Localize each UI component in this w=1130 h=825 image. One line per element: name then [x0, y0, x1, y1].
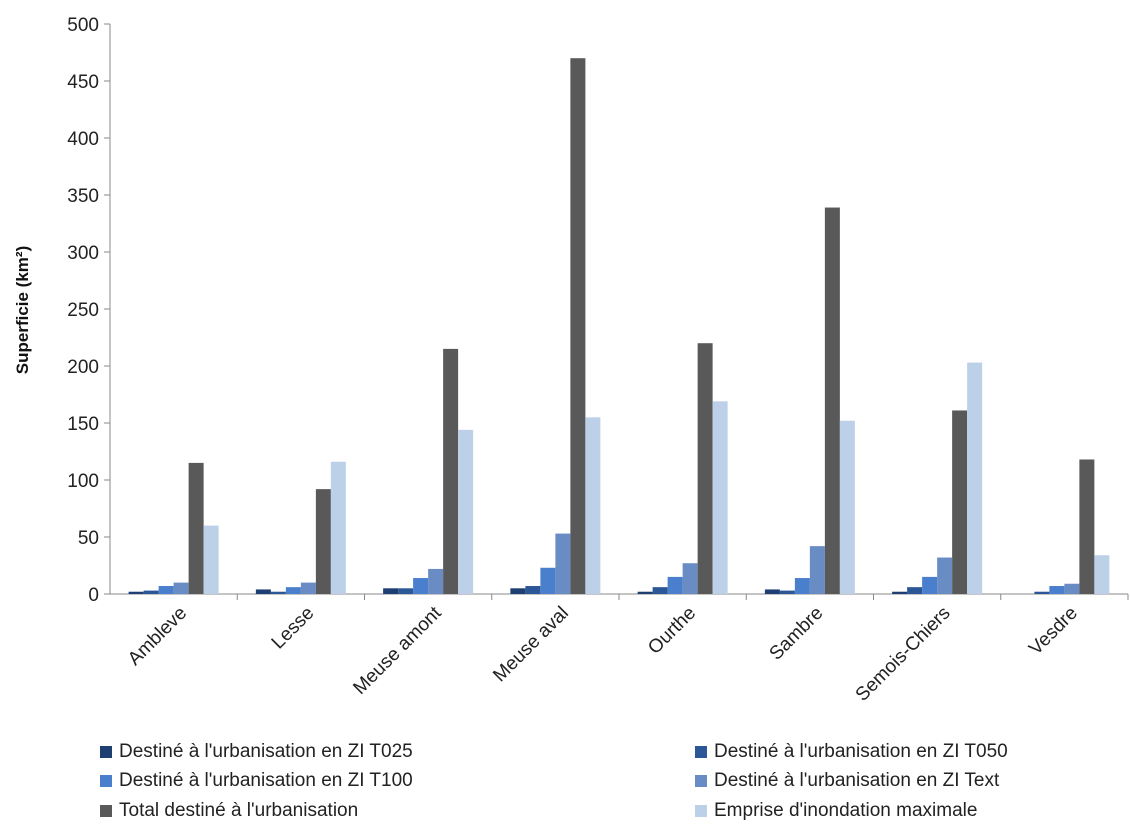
legend-label: Destiné à l'urbanisation en ZI T100	[119, 770, 413, 792]
bar-ourthe-s3	[667, 576, 683, 594]
legend-item: Destiné à l'urbanisation en ZI T025	[100, 738, 695, 765]
bar-lesse-s1	[255, 589, 271, 594]
bar-semois-chiers-s5	[952, 410, 968, 594]
bar-meuse-aval-s1	[510, 588, 526, 594]
legend-swatch	[695, 745, 707, 758]
legend-label: Total destiné à l'urbanisation	[119, 799, 359, 821]
x-tick-label: Vesdre	[1025, 603, 1082, 660]
bar-semois-chiers-s6	[967, 362, 983, 594]
bar-vesdre-s6	[1094, 555, 1110, 594]
bar-ambleve-s2	[143, 590, 159, 594]
bar-lesse-s2	[270, 591, 286, 594]
bar-lesse-s4	[300, 582, 316, 594]
bar-sambre-s3	[794, 578, 810, 594]
bar-ourthe-s5	[697, 343, 713, 594]
bar-meuse-aval-s5	[570, 58, 586, 594]
y-tick-label: 450	[67, 72, 99, 93]
bar-meuse-amont-s1	[383, 588, 399, 594]
y-tick-label: 500	[67, 15, 99, 36]
bar-ambleve-s6	[203, 525, 219, 594]
x-tick-label: Sambre	[766, 603, 828, 665]
bar-lesse-s5	[315, 489, 331, 594]
x-tick-label: Semois-Chiers	[852, 603, 955, 706]
legend-item: Total destiné à l'urbanisation	[100, 797, 695, 824]
legend: Destiné à l'urbanisation en ZI T025 Desti…	[100, 738, 1100, 825]
bar-ambleve-s5	[188, 462, 204, 594]
bar-semois-chiers-s4	[937, 557, 953, 594]
legend-swatch	[695, 804, 707, 817]
bars	[128, 58, 1110, 595]
x-tick-label: Ourthe	[644, 603, 700, 659]
axes: 0 50 100 150 200 250 300 350 400 450 500 Ambleve Les…	[67, 15, 1129, 706]
bar-semois-chiers-s3	[922, 576, 938, 594]
legend-label: Destiné à l'urbanisation en ZI T050	[714, 740, 1008, 762]
bar-ambleve-s3	[158, 586, 174, 594]
bar-meuse-amont-s5	[443, 348, 459, 594]
bar-lesse-s6	[330, 461, 346, 594]
bar-ourthe-s4	[682, 563, 698, 594]
bar-vesdre-s4	[1064, 583, 1080, 594]
bar-meuse-aval-s2	[525, 586, 541, 594]
legend-item: Destiné à l'urbanisation en ZI T100	[100, 768, 695, 795]
bar-vesdre-s5	[1079, 459, 1095, 594]
bar-semois-chiers-s2	[907, 587, 923, 594]
bar-ourthe-s2	[652, 587, 668, 594]
legend-swatch	[100, 745, 112, 758]
bar-meuse-aval-s3	[540, 567, 556, 594]
bar-meuse-aval-s6	[585, 417, 601, 594]
y-tick-label: 100	[67, 471, 99, 492]
y-tick-label: 250	[67, 300, 99, 321]
legend-item: Emprise d'inondation maximale	[695, 797, 1100, 824]
y-tick-label: 150	[67, 414, 99, 435]
bar-meuse-amont-s3	[413, 578, 429, 594]
x-tick-label: Ambleve	[124, 603, 191, 670]
y-tick-label: 350	[67, 186, 99, 207]
x-tick-label: Meuse aval	[489, 603, 573, 687]
bar-ambleve-s1	[128, 591, 144, 594]
y-tick-label: 50	[78, 528, 99, 549]
x-tick-label: Lesse	[268, 603, 319, 654]
bar-sambre-s1	[764, 589, 780, 594]
legend-label: Destiné à l'urbanisation en ZI Text	[714, 770, 1000, 792]
bar-semois-chiers-s1	[892, 591, 908, 594]
legend-item: Destiné à l'urbanisation en ZI T050	[695, 738, 1100, 765]
bar-ourthe-s1	[637, 591, 653, 594]
bar-meuse-amont-s4	[428, 568, 444, 594]
legend-swatch	[100, 804, 112, 817]
legend-swatch	[100, 775, 112, 788]
bar-meuse-aval-s4	[555, 533, 571, 594]
y-tick-label: 400	[67, 129, 99, 150]
bar-ambleve-s4	[173, 582, 189, 594]
legend-item: Destiné à l'urbanisation en ZI Text	[695, 768, 1100, 795]
legend-label: Destiné à l'urbanisation en ZI T025	[119, 740, 413, 762]
bar-sambre-s6	[839, 420, 855, 594]
y-tick-label: 300	[67, 243, 99, 264]
x-tick-label: Meuse amont	[349, 602, 446, 699]
legend-swatch	[695, 775, 707, 788]
bar-chart: 0 50 100 150 200 250 300 350 400 450 500 Ambleve Les…	[13, 15, 1129, 706]
bar-lesse-s3	[285, 587, 301, 594]
y-tick-label: 200	[67, 357, 99, 378]
bar-sambre-s5	[824, 207, 840, 595]
bar-ourthe-s6	[712, 401, 728, 594]
bar-sambre-s2	[779, 590, 795, 594]
bar-vesdre-s2	[1034, 591, 1050, 594]
y-tick-label: 0	[88, 585, 99, 606]
bar-sambre-s4	[809, 546, 825, 594]
bar-meuse-amont-s6	[458, 429, 474, 594]
y-axis-label: Superficie (km²)	[13, 246, 32, 374]
bar-meuse-amont-s2	[398, 588, 414, 594]
legend-label: Emprise d'inondation maximale	[714, 799, 978, 821]
bar-vesdre-s3	[1049, 586, 1065, 594]
